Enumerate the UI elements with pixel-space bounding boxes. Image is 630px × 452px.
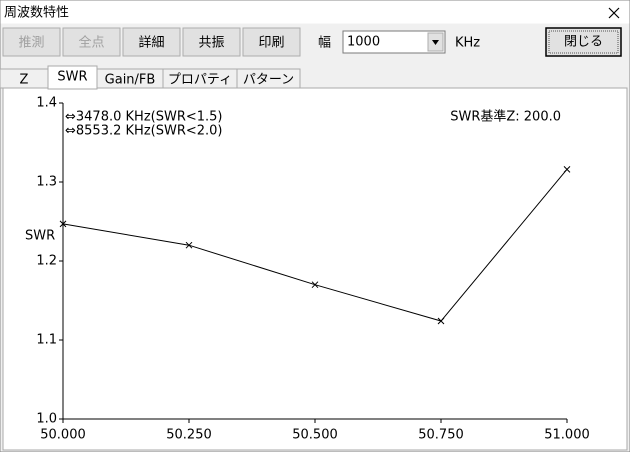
point-marker xyxy=(185,241,193,249)
close-focus[interactable] xyxy=(545,27,622,57)
x-tick-label: 50.750 xyxy=(418,428,464,443)
tab-label: Z xyxy=(20,73,29,88)
close-icon[interactable] xyxy=(608,7,620,19)
y-tick-label: 1.2 xyxy=(36,254,57,269)
point-marker xyxy=(59,220,67,228)
toolbar-button xyxy=(62,27,121,57)
tab[interactable] xyxy=(236,68,301,89)
window-title: 周波数特性 xyxy=(4,6,69,21)
x-tick-label: 50.500 xyxy=(292,428,338,443)
toolbar-button[interactable] xyxy=(122,27,181,57)
toolbar-button xyxy=(2,27,61,57)
x-tick-label: 50.250 xyxy=(166,428,212,443)
width-label: 幅 xyxy=(318,36,331,51)
x-tick-label: 50.000 xyxy=(40,428,86,443)
toolbar-button-label: 詳細 xyxy=(138,35,164,51)
annotation: ⇔3478.0 KHz(SWR<1.5) xyxy=(65,110,223,125)
toolbar-button-label: 全点 xyxy=(78,35,104,51)
tab-label: Gain/FB xyxy=(105,73,156,88)
toolbar-button[interactable] xyxy=(182,27,241,57)
y-tick-label: 1.1 xyxy=(36,333,57,348)
combo-arrow xyxy=(432,40,439,45)
point-marker xyxy=(437,317,445,325)
width-unit: KHz xyxy=(455,36,480,51)
point-marker xyxy=(563,166,571,173)
y-axis-label: SWR xyxy=(25,229,55,244)
width-value: 1000 xyxy=(347,35,380,50)
title-bar xyxy=(0,0,630,24)
toolbar-button-label: 共振 xyxy=(198,36,224,51)
annotation: ⇔8553.2 KHz(SWR<2.0) xyxy=(65,124,223,139)
tab-label: プロパティ xyxy=(168,73,232,88)
width-combo[interactable] xyxy=(342,30,446,54)
y-tick-label: 1.3 xyxy=(36,175,57,190)
toolbar-button[interactable] xyxy=(242,27,301,57)
y-tick-label: 1.0 xyxy=(36,412,57,427)
point-marker xyxy=(311,281,319,289)
x-tick-label: 51.000 xyxy=(544,428,590,443)
close-button-label: 閉じる xyxy=(564,35,603,50)
tab-label: SWR xyxy=(57,70,87,85)
y-tick-label: 1.4 xyxy=(36,96,57,111)
chart-panel xyxy=(2,87,628,451)
toolbar-button-label: 印刷 xyxy=(258,36,284,51)
tab-label: パターン xyxy=(243,73,294,88)
close-inner xyxy=(548,30,619,54)
reference-label: SWR基準Z: 200.0 xyxy=(450,109,561,125)
toolbar-button-label: 推測 xyxy=(18,36,44,51)
